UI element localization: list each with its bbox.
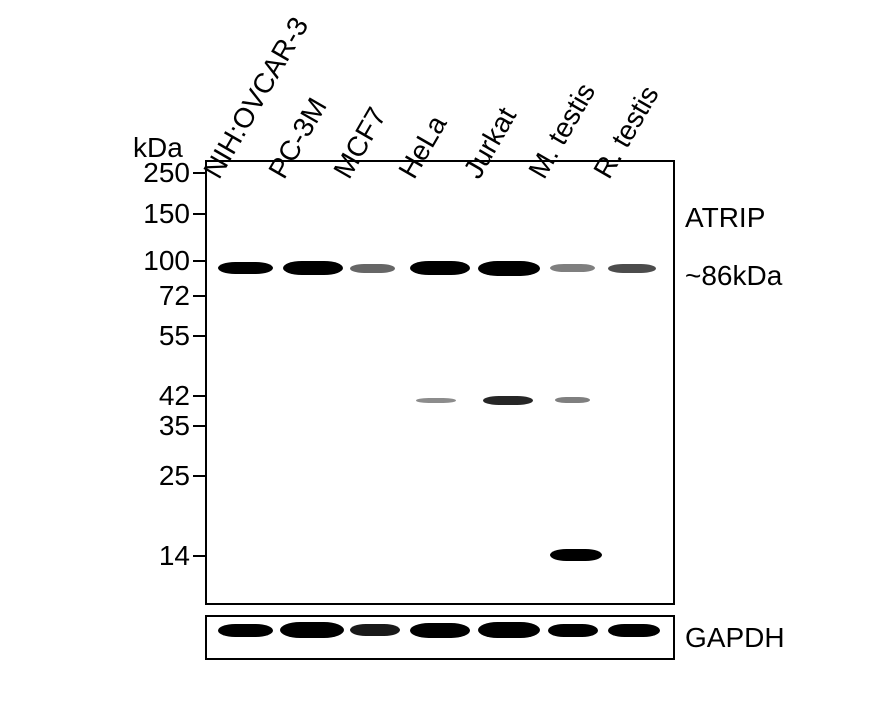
mw-marker-tick xyxy=(193,555,205,557)
right-annotation: GAPDH xyxy=(685,622,785,654)
mw-marker-tick xyxy=(193,260,205,262)
band-nonspecific-14 xyxy=(550,549,602,561)
mw-marker-label: 72 xyxy=(159,280,190,312)
mw-marker-label: 35 xyxy=(159,410,190,442)
mw-marker-tick xyxy=(193,172,205,174)
western-blot-figure: kDa 250150100725542352514NIH:OVCAR-3PC-3… xyxy=(0,0,888,711)
mw-marker-label: 250 xyxy=(143,157,190,189)
mw-marker-tick xyxy=(193,295,205,297)
mw-marker-label: 14 xyxy=(159,540,190,572)
band-nonspecific-40 xyxy=(416,398,456,403)
band-atrip xyxy=(410,261,470,275)
mw-marker-tick xyxy=(193,475,205,477)
mw-marker-label: 150 xyxy=(143,198,190,230)
mw-marker-tick xyxy=(193,335,205,337)
band-atrip xyxy=(608,264,656,273)
band-atrip xyxy=(550,264,595,272)
band-gapdh xyxy=(350,624,400,636)
mw-marker-label: 55 xyxy=(159,320,190,352)
mw-marker-label: 25 xyxy=(159,460,190,492)
band-atrip xyxy=(218,262,273,274)
band-gapdh xyxy=(218,624,273,637)
band-atrip xyxy=(283,261,343,275)
band-gapdh xyxy=(478,622,540,638)
band-gapdh xyxy=(280,622,344,638)
band-gapdh xyxy=(410,623,470,638)
band-atrip xyxy=(478,261,540,276)
right-annotation: ~86kDa xyxy=(685,260,782,292)
band-gapdh xyxy=(548,624,598,637)
right-annotation: ATRIP xyxy=(685,202,765,234)
mw-marker-tick xyxy=(193,395,205,397)
mw-marker-label: 100 xyxy=(143,245,190,277)
band-nonspecific-40 xyxy=(555,397,590,403)
band-gapdh xyxy=(608,624,660,637)
band-nonspecific-40 xyxy=(483,396,533,405)
mw-marker-tick xyxy=(193,213,205,215)
mw-marker-label: 42 xyxy=(159,380,190,412)
gapdh-blot-box xyxy=(205,615,675,660)
band-atrip xyxy=(350,264,395,273)
mw-marker-tick xyxy=(193,425,205,427)
main-blot-box xyxy=(205,160,675,605)
